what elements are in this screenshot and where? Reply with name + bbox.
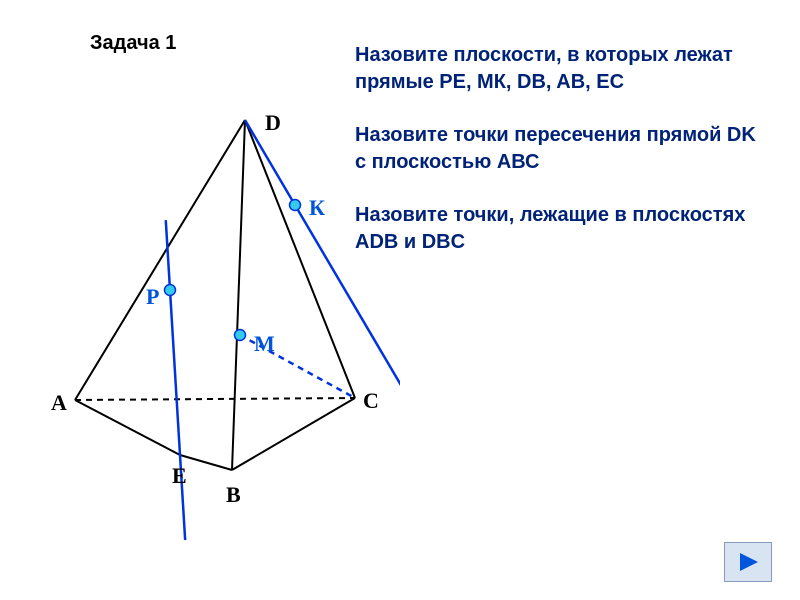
vertex-label-P: Р: [146, 284, 159, 310]
vertex-label-M: М: [254, 331, 275, 357]
task-line-2: Назовите точки пересечения прямой DK с п…: [355, 122, 765, 176]
vertex-label-K: К: [309, 195, 325, 221]
vertex-label-D: D: [265, 110, 281, 136]
task-line-1: Назовите плоскости, в которых лежат прям…: [355, 42, 765, 96]
vertex-label-B: B: [226, 482, 241, 508]
task-title: Задача 1: [90, 32, 176, 55]
vertex-label-A: A: [51, 390, 67, 416]
next-button[interactable]: [724, 542, 772, 582]
tetrahedron-diagram: A B C D E Р К М: [30, 110, 400, 510]
vertex-label-C: C: [363, 388, 379, 414]
play-icon: [736, 551, 760, 573]
vertex-label-E: E: [172, 463, 187, 489]
task-text: Назовите плоскости, в которых лежат прям…: [355, 42, 765, 282]
task-line-3: Назовите точки, лежащие в плоскостях АDB…: [355, 202, 765, 256]
geometry-svg: [30, 110, 400, 540]
